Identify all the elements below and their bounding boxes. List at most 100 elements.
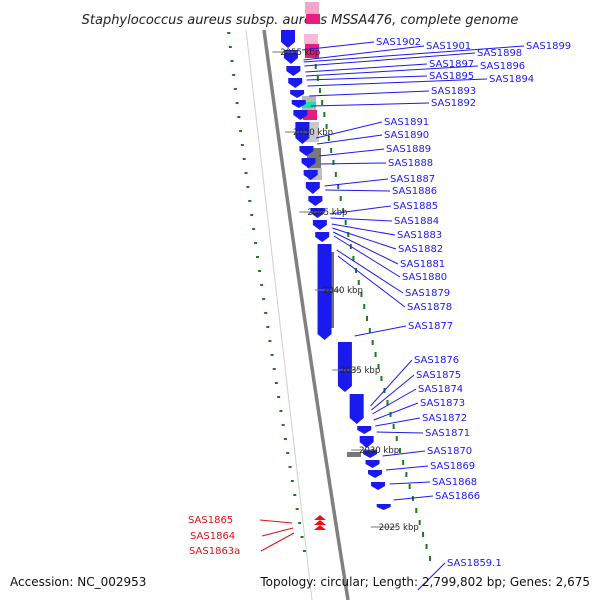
gene-arrow [359,436,374,448]
gene-arrow [283,50,298,64]
gc-content-mark [428,556,431,561]
gene-label: SAS1888 [388,158,433,169]
gene-label: SAS1874 [418,384,463,395]
label-leader-line [370,359,413,407]
kbp-tick-label: 2055 kbp [280,48,320,58]
gene-arrow [281,30,295,48]
highlight-gene-label: SAS1864 [190,531,235,542]
gc-content-mark [402,460,405,465]
label-leader-line [389,481,431,485]
gc-skew-mark [264,312,268,314]
gc-skew-mark [235,102,239,104]
kbp-tick-label: 2025 kbp [379,523,419,533]
gc-skew-mark [295,508,299,510]
gc-skew-mark [272,368,276,370]
kbp-tick-label: 2035 kbp [340,366,380,376]
gene-arrow [286,66,301,76]
gene-arrow [337,342,352,392]
gc-skew-mark [279,410,283,412]
label-leader-line [303,45,525,63]
gc-skew-mark [283,438,287,440]
gc-skew-mark [268,340,272,342]
gc-skew-mark [233,88,237,90]
gc-content-mark [332,160,335,165]
gc-skew-mark [277,396,281,398]
gc-content-mark [339,196,342,201]
gc-skew-mark [237,116,241,118]
label-leader-line [330,217,393,222]
label-leader-line [382,450,426,457]
gc-skew-mark [270,354,274,356]
gc-content-mark [321,100,324,105]
gc-skew-mark [240,144,244,146]
gc-skew-mark [266,326,270,328]
gc-skew-mark [298,522,302,524]
feature-block [302,102,316,108]
genome-summary-text: Topology: circular; Length: 2,799,802 bp… [259,575,590,589]
gc-skew-mark [290,480,294,482]
gc-content-mark [418,520,421,525]
gc-content-mark [408,484,411,489]
gc-content-mark [360,292,363,297]
gene-label: SAS1898 [477,48,522,59]
gene-label: SAS1894 [489,74,534,85]
gc-content-mark [357,280,360,285]
gene-label: SAS1889 [386,144,431,155]
gc-content-mark [405,472,408,477]
gc-skew-mark [288,466,292,468]
gene-label: SAS1883 [397,230,442,241]
gc-content-mark [366,316,369,321]
gc-content-mark [352,256,355,261]
gc-content-mark [422,532,425,537]
gc-skew-mark [250,214,254,216]
gene-label: SAS1872 [422,413,467,424]
label-leader-line [417,562,446,591]
gc-skew-mark [252,228,256,230]
gc-content-mark [337,184,340,189]
gene-label: SAS1890 [384,130,429,141]
label-leader-line [337,255,406,308]
highlight-gene-label: SAS1863a [189,546,240,557]
gene-label: SAS1884 [394,216,439,227]
gc-content-mark [386,400,389,405]
highlight-gene-label: SAS1865 [188,515,233,526]
gc-content-mark [398,448,401,453]
gene-label: SAS1871 [425,428,470,439]
gc-content-mark [425,544,428,549]
label-leader-line [332,227,397,250]
gc-skew-mark [242,158,246,160]
gene-arrow [290,90,305,98]
gc-content-mark [342,208,345,213]
feature-block [303,110,317,120]
label-leader-line [304,52,476,67]
label-leader-line [373,402,419,421]
gene-arrow [310,208,325,218]
label-leader-line [332,231,399,265]
gene-arrow [295,122,310,144]
gc-content-mark [380,376,383,381]
gene-label: SAS1899 [526,41,571,52]
gene-label: SAS1892 [431,98,476,109]
gc-content-mark [355,268,358,273]
label-leader-line [303,45,425,61]
gc-skew-mark [246,186,250,188]
gene-label: SAS1901 [426,41,471,52]
label-leader-line [305,65,479,77]
gene-label: SAS1879 [405,288,450,299]
gene-arrow [293,110,308,120]
label-leader-line [385,465,429,471]
feature-block [306,14,320,24]
gc-content-mark [347,232,350,237]
gene-label: SAS1880 [402,272,447,283]
label-leader-line [375,417,421,427]
gc-skew-track [227,32,307,552]
highlight-gene-arrow [314,525,326,530]
gc-content-mark [415,508,418,513]
map-title: Staphylococcus aureus subsp. aureus MSSA… [82,13,519,28]
feature-block [304,34,318,44]
gene-arrow [365,460,380,468]
label-leader-line [354,325,407,337]
feature-block [305,44,319,58]
gene-label: SAS1893 [431,86,476,97]
